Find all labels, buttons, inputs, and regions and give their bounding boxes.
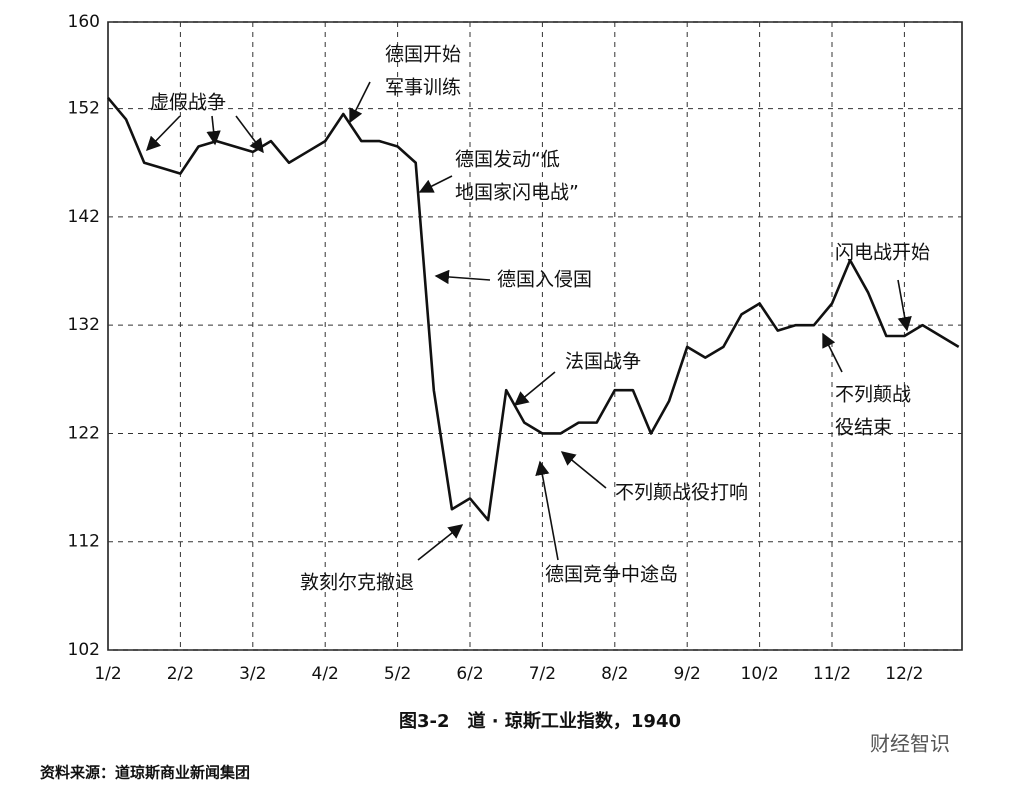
caption: 图3-2 道 · 琼斯工业指数，1940 xyxy=(399,710,681,732)
x-tick-label: 5/2 xyxy=(384,664,411,684)
y-tick-label: 142 xyxy=(68,207,100,227)
y-tick-label: 112 xyxy=(68,532,100,552)
annotation: 德国入侵国 xyxy=(497,269,592,291)
y-tick-label: 102 xyxy=(68,640,100,660)
x-tick-label: 3/2 xyxy=(239,664,266,684)
x-tick-label: 2/2 xyxy=(167,664,194,684)
annotation: 敦刻尔克撤退 xyxy=(300,572,414,594)
arrow xyxy=(535,460,559,561)
x-tick-label: 4/2 xyxy=(312,664,339,684)
plot: 102 112 122 132 142 152 160 1/2 2/2 3/2 4/2 5/2 6/2 7… xyxy=(68,12,963,684)
y-tick-label: 160 xyxy=(68,12,100,32)
annotation: 虚假战争 xyxy=(150,92,226,114)
y-tick-label: 152 xyxy=(68,99,100,119)
annotation: 德国发动“低 xyxy=(455,149,560,171)
x-tick-label: 6/2 xyxy=(456,664,483,684)
arrow xyxy=(417,524,464,561)
arrow xyxy=(418,175,453,193)
annotation: 不列颠战 xyxy=(835,384,911,406)
arrow xyxy=(513,371,556,406)
y-tick-label: 132 xyxy=(68,315,100,335)
annotation: 法国战争 xyxy=(565,351,641,373)
arrow xyxy=(560,451,607,489)
x-tick-label: 8/2 xyxy=(601,664,628,684)
source: 资料来源：道琼斯商业新闻集团 xyxy=(40,764,250,782)
watermark: 财经智识 xyxy=(870,732,950,756)
annotation: 役结束 xyxy=(835,417,892,439)
annotation: 不列颠战役打响 xyxy=(615,482,748,504)
annotation: 闪电战开始 xyxy=(835,242,930,264)
arrow xyxy=(897,279,912,332)
arrow xyxy=(822,332,843,373)
x-tick-label: 7/2 xyxy=(529,664,556,684)
arrow xyxy=(206,115,221,146)
arrow xyxy=(349,81,371,124)
annotation: 德国开始 xyxy=(385,44,461,66)
arrow xyxy=(434,269,491,285)
x-tick-label: 9/2 xyxy=(674,664,701,684)
x-tick-label: 11/2 xyxy=(813,664,851,684)
annotation: 军事训练 xyxy=(385,77,461,99)
plot-frame xyxy=(107,21,963,651)
annotation: 地国家闪电战” xyxy=(455,182,579,204)
y-tick-label: 122 xyxy=(68,423,100,443)
arrow xyxy=(235,115,264,154)
x-tick-label: 10/2 xyxy=(741,664,779,684)
annotation: 德国竞争中途岛 xyxy=(545,564,678,586)
arrows xyxy=(145,81,912,561)
arrow xyxy=(145,115,181,152)
x-tick-label: 12/2 xyxy=(885,664,923,684)
x-tick-label: 1/2 xyxy=(94,664,121,684)
